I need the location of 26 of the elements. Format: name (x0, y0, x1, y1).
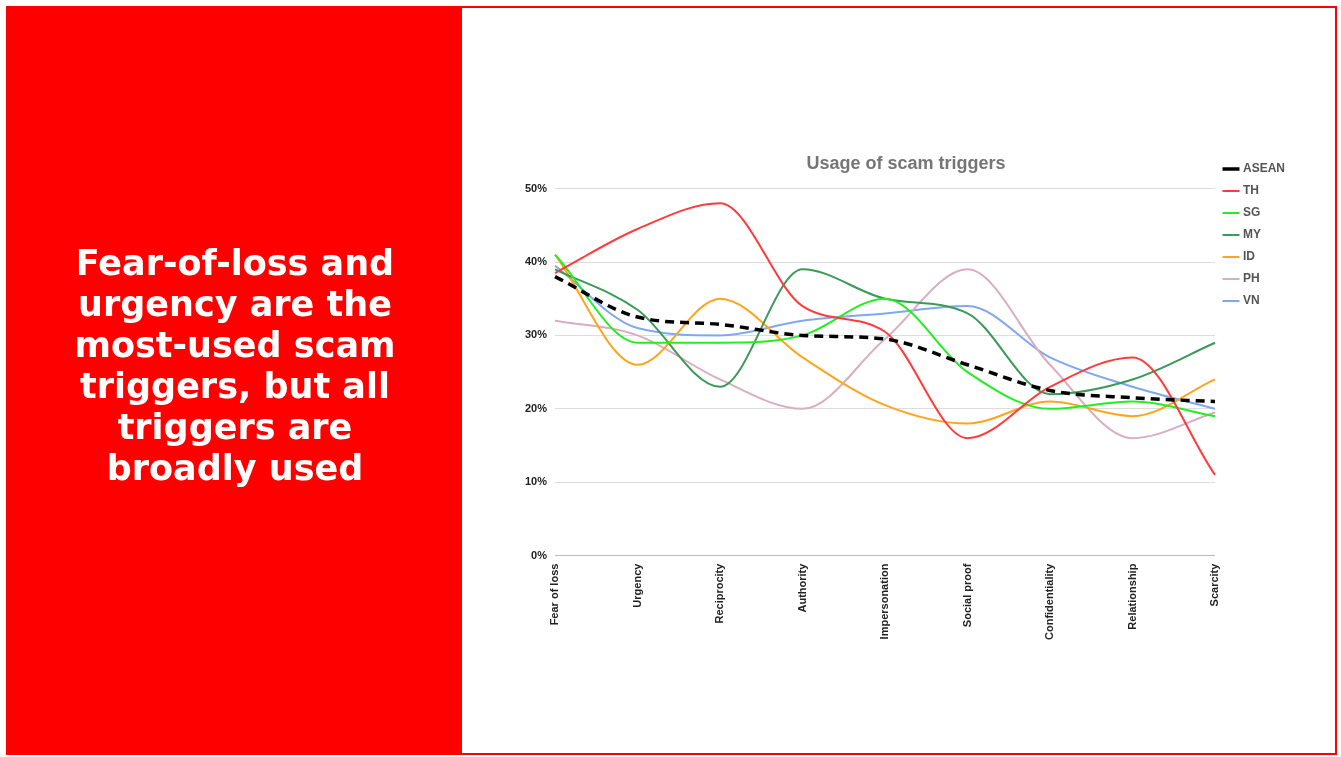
x-tick-label: Urgency (630, 562, 643, 608)
y-tick-label: 0% (531, 548, 548, 561)
y-tick-label: 20% (524, 401, 548, 414)
legend-label: TH (1242, 183, 1259, 198)
x-tick-label: Social proof (960, 563, 973, 628)
legend-label: SG (1242, 205, 1261, 220)
x-tick-label: Scarcity (1208, 562, 1221, 607)
text: Fear-of-loss and urgency are the most-used scam triggers, but all triggers are broadly used (73, 242, 397, 489)
x-tick-label: Authority (795, 562, 808, 613)
line-series (554, 268, 1216, 440)
legend-label: MY (1242, 227, 1261, 242)
line-series (554, 202, 1216, 476)
legend-label: VN (1242, 293, 1260, 308)
x-tick-label: Confidentiality (1043, 562, 1056, 640)
y-tick-label: 50% (524, 181, 548, 194)
x-tick-label: Fear of loss (548, 563, 561, 626)
x-tick-label: Impersonation (878, 563, 891, 640)
legend-label: ASEAN (1242, 161, 1286, 176)
y-tick-label: 40% (524, 255, 548, 268)
x-tick-label: Relationship (1125, 563, 1138, 630)
y-tick-label: 10% (524, 475, 548, 488)
y-tick-label: 30% (524, 328, 548, 341)
legend-label: ID (1242, 249, 1256, 264)
chart-title: Usage of scam triggers (806, 152, 1006, 173)
x-tick-label: Reciprocity (713, 562, 726, 624)
legend-label: PH (1242, 271, 1260, 286)
